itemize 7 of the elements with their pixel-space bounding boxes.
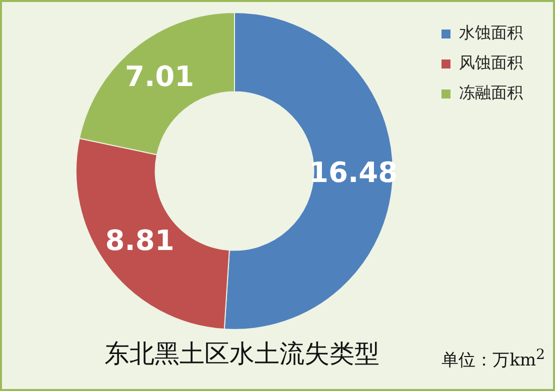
data-label: 7.01	[125, 60, 194, 93]
text: 单位：万km$^{2}$	[442, 347, 545, 372]
text: 东北黑土区水土流失类型	[104, 339, 380, 368]
legend-label: 水蚀面积	[459, 23, 523, 42]
legend-label: 风蚀面积	[459, 53, 523, 72]
legend-label: 冻融面积	[459, 83, 523, 102]
data-label: 8.81	[105, 224, 174, 258]
